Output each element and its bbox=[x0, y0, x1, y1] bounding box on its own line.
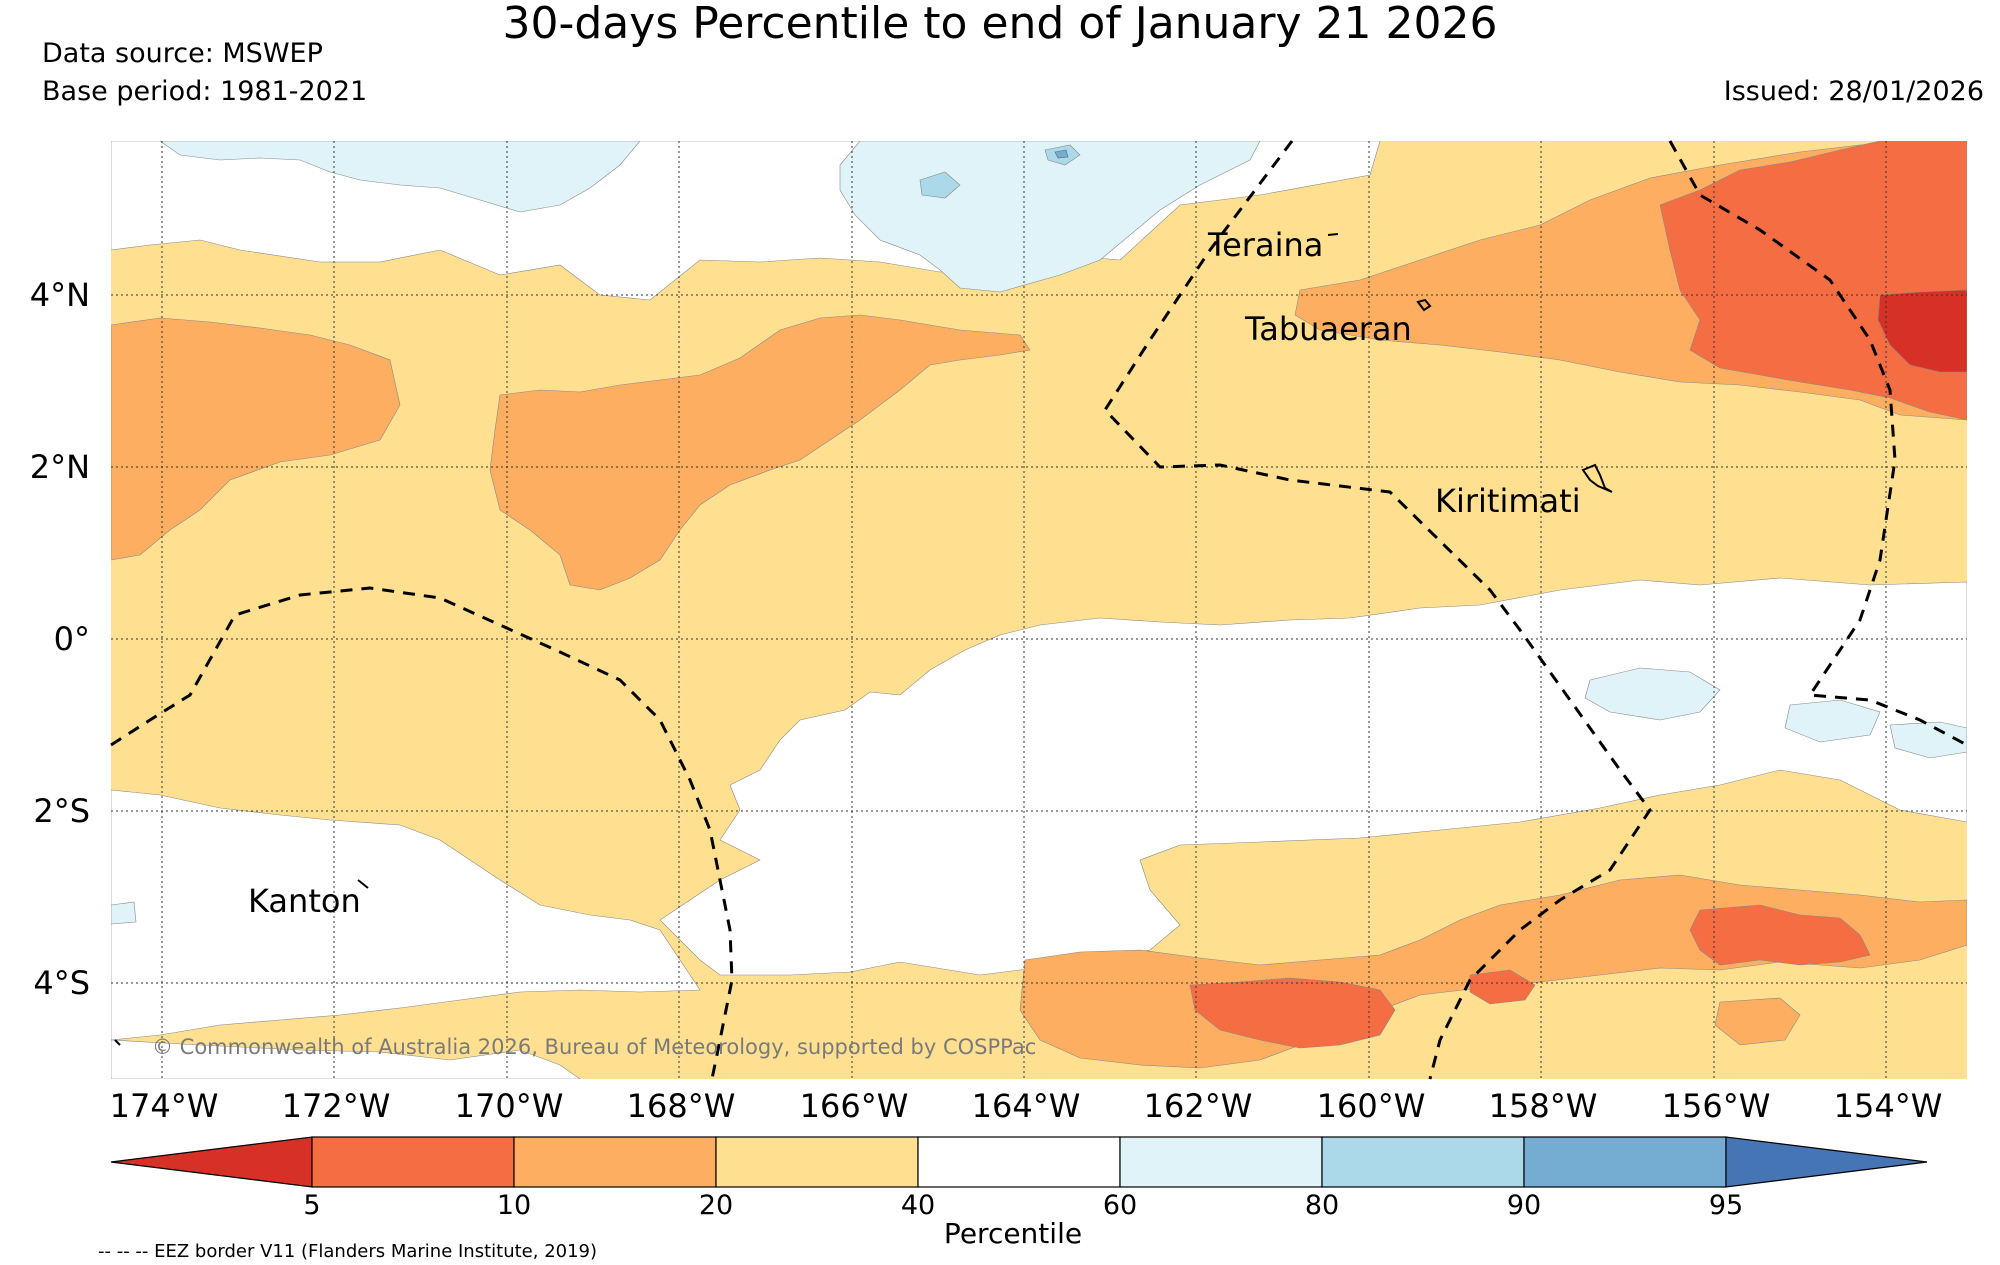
longitude-label: 172°W bbox=[281, 1087, 391, 1125]
latitude-label: 2°N bbox=[29, 448, 90, 486]
colorbar-tick: 40 bbox=[900, 1190, 936, 1221]
place-label-kiritimati: Kiritimati bbox=[1435, 482, 1581, 520]
latitude-label: 0° bbox=[53, 620, 90, 658]
near-normal-area-southwest-lower bbox=[111, 1039, 581, 1079]
colorbar-bin-20-40 bbox=[715, 1136, 919, 1188]
colorbar-tick: 90 bbox=[1506, 1190, 1542, 1221]
longitude-label: 170°W bbox=[454, 1087, 564, 1125]
colorbar-tick: 20 bbox=[698, 1190, 734, 1221]
latitude-label: 4°N bbox=[29, 276, 90, 314]
colorbar-bin-5-10 bbox=[311, 1136, 515, 1188]
issued-date: Issued: 28/01/2026 bbox=[1723, 76, 1984, 107]
colorbar-title: Percentile bbox=[943, 1217, 1083, 1250]
colorbar-tick: 5 bbox=[303, 1190, 321, 1221]
colorbar-bin-60-80 bbox=[1119, 1136, 1323, 1188]
longitude-label: 174°W bbox=[109, 1087, 219, 1125]
colorbar-bin-above-95 bbox=[1725, 1136, 1928, 1188]
eez-legend-note: -- -- -- EEZ border V11 (Flanders Marine… bbox=[98, 1241, 598, 1262]
longitude-label: 168°W bbox=[626, 1087, 736, 1125]
colorbar-tick: 95 bbox=[1708, 1190, 1744, 1221]
dry-area-southeast-patch bbox=[1714, 997, 1801, 1046]
longitude-label: 154°W bbox=[1833, 1087, 1943, 1125]
latitude-label: 4°S bbox=[33, 964, 90, 1002]
wet-area-southeast-corner bbox=[1889, 721, 1967, 759]
wet-area-kanton bbox=[111, 901, 137, 925]
colorbar-tick: 10 bbox=[496, 1190, 532, 1221]
colorbar-bin-80-90 bbox=[1321, 1136, 1525, 1188]
longitude-label: 162°W bbox=[1143, 1087, 1253, 1125]
island-markers bbox=[114, 233, 1613, 1046]
base-period: Base period: 1981-2021 bbox=[42, 76, 368, 107]
wet-spot-3 bbox=[1054, 149, 1069, 159]
colorbar-tick: 60 bbox=[1102, 1190, 1138, 1221]
much-dry-area-northeast bbox=[1659, 141, 1967, 421]
eez-borders bbox=[110, 140, 1968, 1080]
colorbar-bin-90-95 bbox=[1523, 1136, 1727, 1188]
data-source: Data source: MSWEP bbox=[42, 38, 323, 69]
driest-area-northeast bbox=[1877, 289, 1967, 373]
near-normal-area-southwest bbox=[111, 789, 701, 1041]
wet-area-east bbox=[1584, 667, 1721, 721]
longitude-label: 156°W bbox=[1661, 1087, 1771, 1125]
colorbar-bin-below-5 bbox=[110, 1136, 313, 1188]
colorbar-bin-10-20 bbox=[513, 1136, 717, 1188]
copyright-credit: © Commonwealth of Australia 2026, Bureau… bbox=[152, 1035, 1037, 1059]
wet-area-far-east bbox=[1784, 699, 1881, 743]
colorbar-tick: 80 bbox=[1304, 1190, 1340, 1221]
much-dry-area-south-1 bbox=[1189, 977, 1396, 1049]
much-dry-area-south-2 bbox=[1469, 969, 1536, 1005]
dry-area-central bbox=[489, 314, 1031, 591]
longitude-label: 164°W bbox=[971, 1087, 1081, 1125]
latitude-label: 2°S bbox=[33, 792, 90, 830]
map-title: 30-days Percentile to end of January 21 … bbox=[502, 0, 1498, 49]
wet-spot-1 bbox=[919, 171, 961, 199]
place-label-kanton: Kanton bbox=[248, 882, 361, 920]
place-label-teraina: Teraina bbox=[1208, 226, 1324, 264]
longitude-label: 158°W bbox=[1488, 1087, 1598, 1125]
graticule bbox=[111, 141, 1967, 1079]
map-field bbox=[111, 141, 1967, 1079]
colorbar bbox=[110, 1136, 1928, 1188]
longitude-label: 166°W bbox=[799, 1087, 909, 1125]
much-dry-area-southeast bbox=[1689, 904, 1871, 966]
colorbar-bin-40-60 bbox=[917, 1136, 1121, 1188]
place-label-tabuaeran: Tabuaeran bbox=[1245, 310, 1412, 348]
dry-area-west bbox=[111, 317, 401, 561]
wet-area-northwest bbox=[159, 141, 641, 213]
longitude-label: 160°W bbox=[1316, 1087, 1426, 1125]
